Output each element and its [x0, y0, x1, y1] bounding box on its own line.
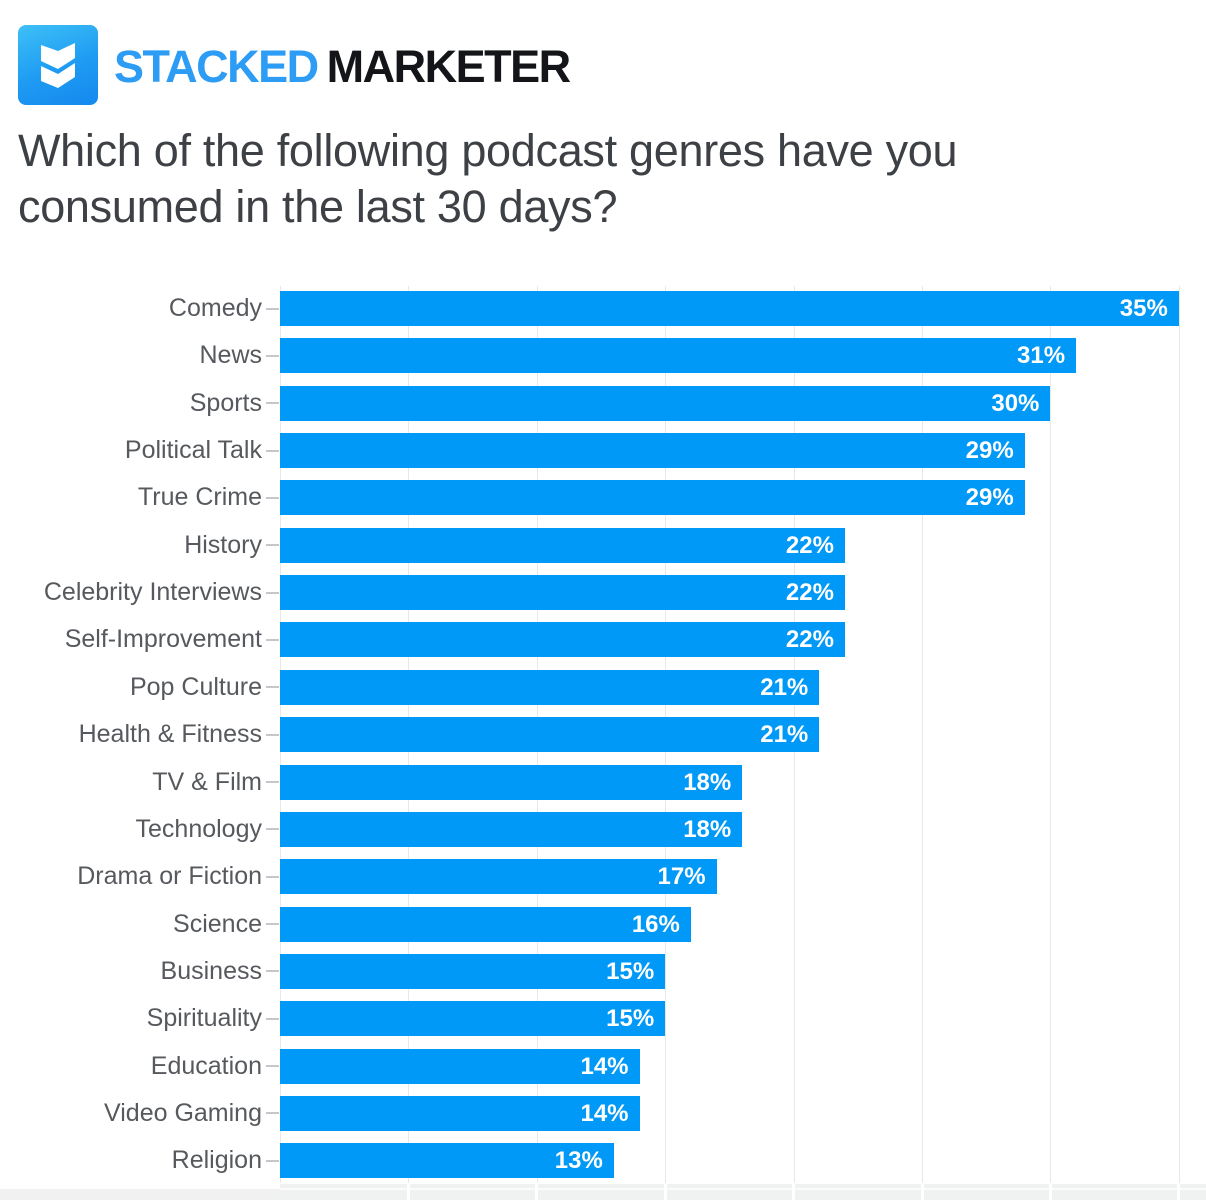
bar: 14% — [280, 1048, 640, 1084]
value-label: 22% — [785, 579, 834, 607]
axis-tick — [266, 1159, 279, 1162]
bar: 18% — [280, 811, 743, 847]
bar: 13% — [280, 1143, 614, 1179]
category-label: True Crime — [137, 483, 262, 512]
axis-tick — [266, 1065, 279, 1068]
value-label: 30% — [991, 389, 1040, 417]
value-label: 14% — [580, 1052, 629, 1080]
value-label: 29% — [965, 484, 1014, 512]
gridline-25% — [922, 286, 923, 1183]
chart-title: Which of the following podcast genres ha… — [18, 125, 958, 232]
category-label: Drama or Fiction — [77, 862, 262, 891]
cutoff-band-slot — [1048, 1184, 1052, 1200]
bar: 22% — [280, 622, 845, 658]
bar-chart: Comedy 35% News 31% Sports 30% Political Talk 2… — [0, 286, 1206, 1200]
bar: 35% — [280, 291, 1179, 326]
bar: 15% — [280, 953, 666, 989]
cutoff-band-slot — [1177, 1184, 1181, 1200]
axis-tick — [266, 733, 279, 736]
value-label: 29% — [965, 437, 1014, 465]
brand-logo — [18, 25, 98, 105]
category-label: Video Gaming — [104, 1098, 262, 1127]
cutoff-band-separator — [280, 1188, 1206, 1190]
axis-tick — [266, 591, 279, 594]
brand-name-secondary: MARKETER — [326, 41, 572, 92]
bar: 17% — [280, 859, 717, 895]
bar: 18% — [280, 764, 743, 800]
cutoff-band-slot — [535, 1184, 539, 1200]
value-label: 21% — [760, 673, 809, 701]
gridline-30% — [1050, 286, 1052, 1183]
axis-tick — [266, 875, 279, 878]
brand-name-primary: STACKED — [114, 41, 319, 92]
axis-tick — [266, 686, 279, 689]
axis-tick — [266, 828, 279, 831]
category-label: Health & Fitness — [78, 720, 262, 749]
bar: 22% — [280, 575, 845, 611]
value-label: 18% — [683, 768, 732, 796]
bar: 29% — [280, 433, 1025, 469]
value-label: 13% — [554, 1147, 603, 1175]
bar: 14% — [280, 1095, 640, 1131]
cutoff-band — [280, 1184, 1206, 1200]
cutoff-band-slot — [920, 1184, 924, 1200]
value-label: 21% — [760, 721, 809, 749]
axis-tick — [266, 1112, 279, 1115]
category-label: Celebrity Interviews — [43, 578, 262, 607]
category-label: Pop Culture — [129, 672, 262, 701]
axis-tick — [266, 354, 279, 357]
stacked-layers-icon — [41, 43, 75, 88]
value-label: 15% — [606, 957, 655, 985]
category-label: Religion — [171, 1146, 262, 1175]
value-label: 22% — [785, 531, 834, 559]
axis-tick — [266, 638, 279, 641]
cutoff-band-slot — [663, 1184, 667, 1200]
category-label: Sports — [189, 388, 262, 417]
bar: 30% — [280, 385, 1051, 421]
category-label: History — [184, 530, 262, 559]
category-label: Business — [160, 956, 262, 985]
bar: 31% — [280, 338, 1077, 374]
axis-tick — [266, 923, 279, 926]
bar: 16% — [280, 906, 691, 942]
axis-tick — [266, 970, 279, 973]
category-label: Spirituality — [146, 1004, 262, 1033]
cutoff-band-left — [0, 1189, 280, 1200]
cutoff-band-slot — [406, 1184, 410, 1200]
gridline-35% — [1178, 286, 1180, 1183]
category-label: Science — [173, 909, 262, 938]
value-label: 15% — [606, 1005, 655, 1033]
value-label: 17% — [657, 863, 706, 891]
value-label: 35% — [1119, 295, 1168, 322]
category-label: News — [199, 341, 262, 370]
bar: 21% — [280, 669, 820, 705]
value-label: 22% — [785, 626, 834, 654]
value-label: 31% — [1017, 342, 1066, 370]
axis-tick — [266, 1017, 279, 1020]
value-label: 14% — [580, 1099, 629, 1127]
category-label: Political Talk — [124, 436, 262, 465]
axis-tick — [266, 307, 279, 310]
axis-tick — [266, 496, 279, 499]
cutoff-band-slot — [792, 1184, 796, 1200]
bar: 29% — [280, 480, 1025, 516]
axis-tick — [266, 544, 279, 547]
category-label: Comedy — [168, 294, 262, 322]
bar: 21% — [280, 717, 820, 753]
axis-tick — [266, 402, 279, 405]
category-label: Education — [150, 1051, 262, 1080]
bar: 15% — [280, 1001, 666, 1037]
category-label: Technology — [135, 814, 262, 843]
value-label: 16% — [631, 910, 680, 938]
bar: 22% — [280, 527, 845, 563]
brand-name: STACKED MARKETER — [114, 41, 572, 92]
axis-tick — [266, 449, 279, 452]
axis-tick — [266, 781, 279, 783]
value-label: 18% — [683, 815, 732, 843]
category-label: Self-Improvement — [64, 625, 262, 654]
category-label: TV & Film — [152, 767, 262, 796]
